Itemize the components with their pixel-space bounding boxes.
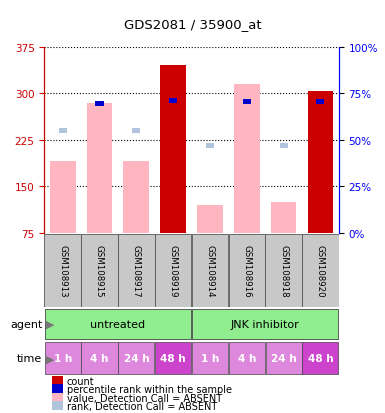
Text: 4 h: 4 h xyxy=(238,353,256,363)
Bar xyxy=(155,342,191,375)
Text: GSM108915: GSM108915 xyxy=(95,244,104,297)
Text: GSM108919: GSM108919 xyxy=(169,244,177,297)
Text: 48 h: 48 h xyxy=(308,353,333,363)
Text: 24 h: 24 h xyxy=(271,353,296,363)
Text: 4 h: 4 h xyxy=(90,353,109,363)
Text: value, Detection Call = ABSENT: value, Detection Call = ABSENT xyxy=(67,393,222,403)
Bar xyxy=(95,102,104,107)
Bar xyxy=(118,342,154,375)
Text: 24 h: 24 h xyxy=(124,353,149,363)
Bar xyxy=(50,162,75,233)
Bar xyxy=(192,342,228,375)
Bar xyxy=(44,234,81,307)
Text: time: time xyxy=(17,353,42,363)
Bar xyxy=(280,144,288,149)
Text: untreated: untreated xyxy=(90,319,146,329)
Text: GSM108918: GSM108918 xyxy=(279,244,288,297)
Text: GSM108914: GSM108914 xyxy=(206,244,214,297)
Bar xyxy=(118,234,154,307)
Text: 1 h: 1 h xyxy=(54,353,72,363)
Bar xyxy=(197,206,223,233)
Bar xyxy=(243,100,251,104)
Bar xyxy=(155,234,191,307)
Bar xyxy=(160,66,186,233)
Text: ▶: ▶ xyxy=(46,353,55,363)
Bar xyxy=(169,99,177,104)
Bar xyxy=(206,144,214,149)
Bar xyxy=(45,342,81,375)
Text: rank, Detection Call = ABSENT: rank, Detection Call = ABSENT xyxy=(67,401,217,411)
Bar xyxy=(266,342,301,375)
Text: GSM108916: GSM108916 xyxy=(242,244,251,297)
Bar xyxy=(229,342,265,375)
Bar xyxy=(192,234,228,307)
Bar xyxy=(234,85,259,233)
Text: JNK inhibitor: JNK inhibitor xyxy=(231,319,300,329)
Bar xyxy=(124,162,149,233)
Bar xyxy=(45,309,191,339)
Bar xyxy=(132,128,141,134)
Bar xyxy=(316,100,325,105)
Bar xyxy=(302,234,339,307)
Bar xyxy=(59,128,67,134)
Text: GSM108920: GSM108920 xyxy=(316,244,325,297)
Bar xyxy=(192,309,338,339)
Bar xyxy=(81,234,118,307)
Bar xyxy=(265,234,302,307)
Bar xyxy=(82,342,117,375)
Bar xyxy=(271,202,296,233)
Bar xyxy=(87,103,112,233)
Bar xyxy=(302,342,338,375)
Bar xyxy=(229,234,265,307)
Text: GSM108917: GSM108917 xyxy=(132,244,141,297)
Text: 1 h: 1 h xyxy=(201,353,219,363)
Text: GDS2081 / 35900_at: GDS2081 / 35900_at xyxy=(124,18,261,31)
Text: GSM108913: GSM108913 xyxy=(58,244,67,297)
Text: ▶: ▶ xyxy=(46,319,55,329)
Bar xyxy=(308,92,333,233)
Text: agent: agent xyxy=(10,319,42,329)
Text: percentile rank within the sample: percentile rank within the sample xyxy=(67,385,232,394)
Text: 48 h: 48 h xyxy=(160,353,186,363)
Text: count: count xyxy=(67,376,94,386)
